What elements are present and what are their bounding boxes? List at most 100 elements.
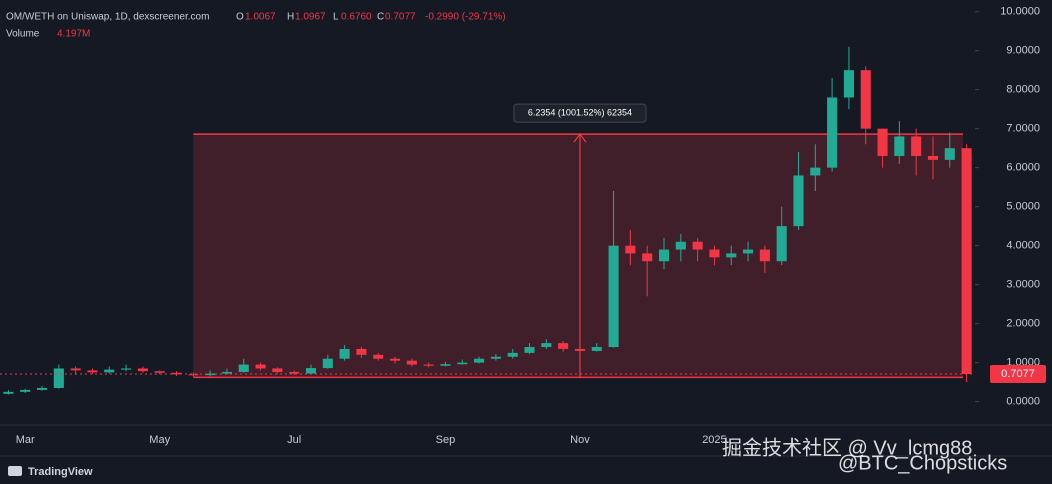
measure-label: 6.2354 (1001.52%) 62354 — [528, 108, 632, 118]
candle-body — [591, 347, 602, 351]
candle-body — [490, 356, 501, 359]
measure-label-bg — [513, 103, 647, 123]
candle-body — [692, 241, 703, 250]
candle-body — [121, 368, 132, 370]
watermark: 掘金技术社区 @ Vv_lcmg88 — [722, 436, 972, 459]
candle-body — [440, 364, 451, 366]
candle-body — [70, 368, 81, 371]
measure-box — [193, 134, 963, 378]
candle-body — [608, 245, 619, 348]
candle-body — [238, 364, 249, 372]
candle-body — [104, 369, 115, 373]
candle-body — [289, 371, 300, 374]
candle-body — [255, 364, 266, 369]
watermark: @BTC_Chopsticks — [838, 452, 1007, 474]
candle-body — [574, 348, 585, 351]
candle-body — [675, 241, 686, 250]
candle-body — [272, 368, 283, 372]
high-value: 1.0967 — [295, 12, 326, 23]
tv-logo — [8, 466, 22, 476]
candle-body — [36, 387, 48, 390]
close-label: C — [377, 12, 384, 23]
last-price-label: 0.7077 — [1001, 368, 1035, 380]
last-price-tag — [990, 365, 1046, 384]
y-tick-label: 5.0000 — [1006, 201, 1040, 213]
candle-body — [658, 249, 670, 262]
candle-body — [558, 343, 569, 349]
close-value: 0.7077 — [385, 12, 416, 23]
y-tick-label: 0.0000 — [1006, 396, 1040, 408]
candle-body — [457, 362, 468, 365]
y-tick-label: 4.0000 — [1006, 240, 1040, 252]
candle-body — [709, 249, 720, 258]
candle-body — [894, 136, 905, 156]
x-tick-label: Jul — [287, 434, 301, 446]
x-tick-label: Mar — [16, 434, 35, 446]
candle-body — [356, 348, 367, 355]
volume-label: Volume — [6, 29, 40, 40]
candle-body — [961, 148, 972, 375]
candle-body — [944, 148, 955, 160]
candle-body — [53, 368, 64, 388]
tv-brand: TradingView — [28, 466, 93, 478]
candle-body — [827, 97, 838, 168]
y-tick-label: 3.0000 — [1006, 279, 1040, 291]
candle-body — [524, 347, 535, 353]
candle-body — [743, 249, 754, 254]
candle-body — [541, 343, 552, 348]
x-tick-label: Nov — [570, 434, 590, 446]
candle-body — [339, 348, 350, 359]
candle-body — [474, 358, 485, 363]
measure-arrow-head — [573, 133, 587, 143]
candle-body — [843, 70, 854, 98]
candle-body — [221, 371, 232, 374]
candle-body — [776, 226, 787, 262]
candle-body — [154, 371, 165, 373]
y-tick-label: 2.0000 — [1006, 318, 1040, 330]
candle-body — [726, 253, 737, 258]
candle-body — [87, 370, 98, 373]
open-value: 1.0067 — [245, 12, 276, 23]
candle-body — [759, 249, 770, 262]
branding: TradingView — [8, 466, 93, 478]
change: -0.2990 (-29.71%) — [425, 12, 506, 23]
x-tick-label: May — [149, 434, 170, 446]
legend-header: OM/WETH on Uniswap, 1D, dexscreener.com … — [6, 12, 506, 40]
y-tick-label: 7.0000 — [1006, 123, 1040, 135]
candle-body — [20, 389, 31, 392]
y-tick-label: 10.0000 — [1000, 6, 1040, 18]
candle-body — [507, 352, 518, 357]
candle-body — [927, 155, 939, 160]
candle-body — [3, 391, 14, 394]
candle-body — [877, 128, 888, 156]
low-label: L — [333, 12, 339, 23]
y-tick-label: 9.0000 — [1006, 45, 1040, 57]
symbol: OM/WETH on Uniswap, 1D, dexscreener.com — [6, 12, 209, 23]
plot-area: 6.2354 (1001.52%) 62354 — [0, 46, 975, 395]
y-tick-label: 8.0000 — [1006, 84, 1040, 96]
x-tick-label: Sep — [436, 434, 456, 446]
candle-body — [423, 364, 434, 366]
volume-value: 4.197M — [57, 29, 90, 40]
y-tick-label: 6.0000 — [1006, 162, 1040, 174]
candle-body — [642, 253, 653, 262]
high-label: H — [287, 12, 294, 23]
candle-body — [305, 368, 317, 374]
candle-body — [810, 167, 821, 176]
low-value: 0.6760 — [341, 12, 372, 23]
candle-body — [137, 368, 148, 372]
candle-body — [188, 374, 199, 376]
candle-body — [625, 245, 636, 254]
candle-body — [793, 175, 804, 227]
x-tick-label: 2025 — [702, 434, 726, 446]
candle-body — [373, 354, 384, 359]
candle-body — [911, 136, 922, 156]
candle-body — [390, 358, 401, 361]
open-label: O — [236, 12, 244, 23]
candle-body — [322, 358, 333, 369]
candle-body — [860, 70, 871, 129]
candle-body — [406, 360, 417, 365]
